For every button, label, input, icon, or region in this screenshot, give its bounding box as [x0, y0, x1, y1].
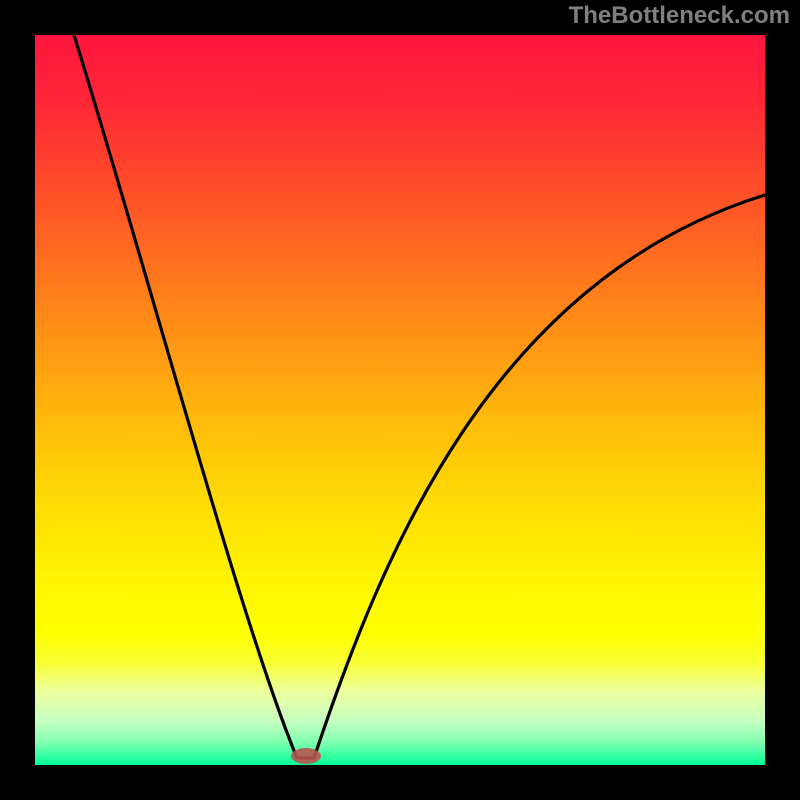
chart-container: TheBottleneck.com	[0, 0, 800, 800]
bottleneck-chart	[0, 0, 800, 800]
watermark-label: TheBottleneck.com	[569, 2, 790, 30]
minimum-marker	[291, 748, 321, 764]
plot-area	[35, 35, 765, 765]
